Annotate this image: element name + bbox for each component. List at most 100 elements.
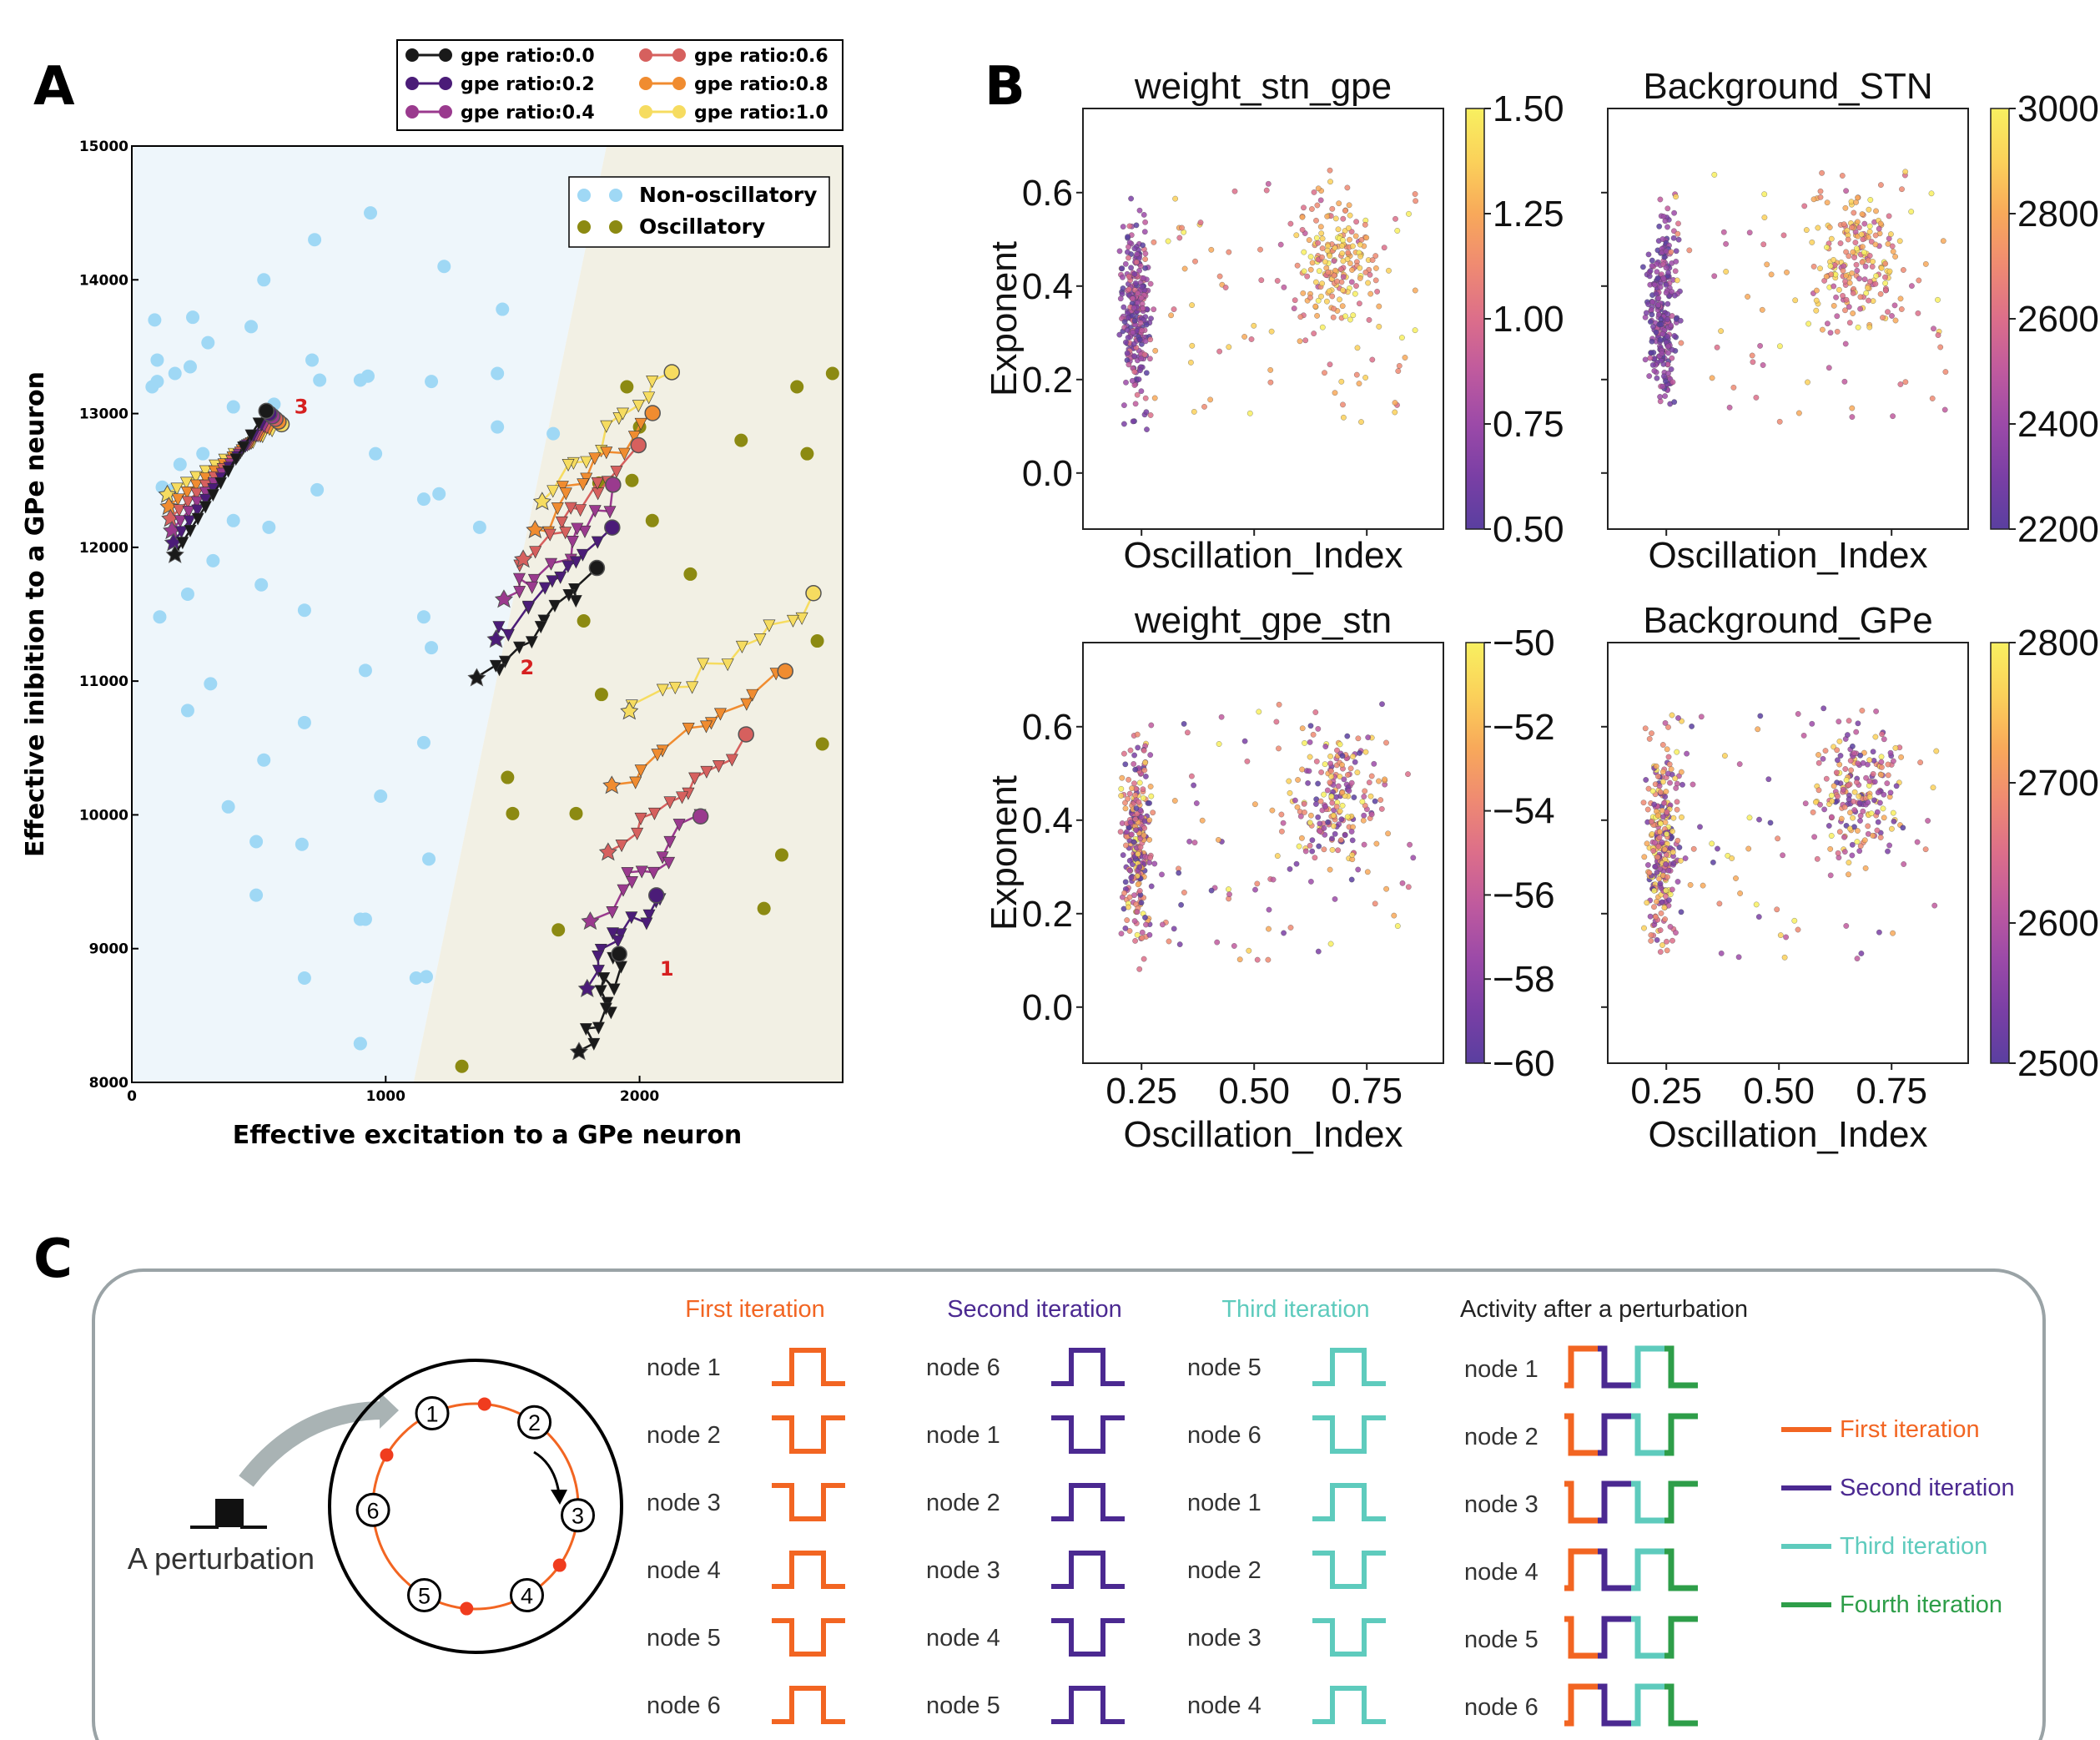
non-oscillatory-point bbox=[257, 273, 271, 287]
non-oscillatory-point bbox=[374, 789, 388, 803]
scatter-point bbox=[1304, 273, 1311, 280]
scatter-point bbox=[1117, 829, 1124, 835]
scatter-point bbox=[1136, 864, 1143, 870]
scatter-point bbox=[1413, 198, 1418, 204]
trajectory-marker bbox=[688, 772, 702, 785]
scatter-point bbox=[1362, 802, 1368, 809]
activity-pulse-segment bbox=[1598, 1345, 1631, 1389]
scatter-point bbox=[1669, 379, 1676, 386]
scatter-point bbox=[1126, 904, 1131, 910]
scatter-point bbox=[1139, 929, 1146, 936]
trajectory-end-star bbox=[514, 549, 533, 568]
scatter-point bbox=[1122, 805, 1129, 812]
scatter-point bbox=[1659, 839, 1665, 845]
scatter-point bbox=[1342, 313, 1348, 320]
scatter-point bbox=[1297, 338, 1303, 345]
scatter-point bbox=[1129, 785, 1135, 791]
scatter-point bbox=[1649, 257, 1655, 264]
scatter-point bbox=[1306, 237, 1312, 243]
scatter-point bbox=[1122, 879, 1129, 885]
scatter-point bbox=[1335, 226, 1342, 233]
scatter-point bbox=[1121, 319, 1128, 325]
scatter-point bbox=[1866, 757, 1873, 764]
scatter-point bbox=[1133, 805, 1140, 811]
ring-node bbox=[510, 1578, 544, 1613]
scatter-point bbox=[1723, 269, 1730, 275]
scatter-point bbox=[1856, 275, 1862, 282]
scatter-point bbox=[1640, 264, 1646, 270]
trajectory-marker bbox=[569, 595, 582, 608]
scatter-point bbox=[1877, 220, 1884, 227]
scatter-point bbox=[1263, 187, 1270, 194]
trajectory-marker bbox=[627, 431, 641, 444]
scatter-point bbox=[1307, 295, 1313, 300]
scatter-point bbox=[1870, 771, 1876, 777]
scatter-point bbox=[1854, 956, 1861, 961]
scatter-point bbox=[1654, 854, 1661, 860]
node-label: node 5 bbox=[926, 1692, 1000, 1719]
activity-pulse-segment bbox=[1598, 1480, 1631, 1524]
scatter-point bbox=[1891, 758, 1896, 764]
scatter-point bbox=[1121, 304, 1127, 310]
scatter-point bbox=[1379, 701, 1385, 708]
scatter-point bbox=[1151, 860, 1158, 867]
oscillatory-point bbox=[815, 737, 829, 751]
scatter-point bbox=[1361, 841, 1367, 848]
trajectory-marker bbox=[632, 400, 645, 413]
trajectory-marker bbox=[229, 453, 243, 467]
scatter-point bbox=[1129, 377, 1136, 384]
scatter-point bbox=[1134, 731, 1141, 738]
scatter-point bbox=[1670, 815, 1677, 821]
scatter-point bbox=[1842, 278, 1848, 285]
scatter-point bbox=[1265, 956, 1272, 963]
subplot-ylabel: Exponent bbox=[984, 241, 1025, 396]
trajectory-start-marker bbox=[604, 519, 621, 536]
scatter-point bbox=[1181, 265, 1188, 272]
scatter-point bbox=[1649, 311, 1655, 318]
scatter-point bbox=[1141, 825, 1148, 831]
scatter-point bbox=[1309, 837, 1316, 844]
scatter-point bbox=[1160, 921, 1166, 928]
scatter-point bbox=[1665, 371, 1671, 376]
scatter-point bbox=[1850, 249, 1856, 255]
scatter-point bbox=[1124, 327, 1131, 333]
scatter-point bbox=[1337, 296, 1342, 303]
scatter-point bbox=[1141, 767, 1148, 774]
scatter-point bbox=[1344, 733, 1351, 739]
scatter-point bbox=[1843, 296, 1850, 303]
scatter-point bbox=[1865, 823, 1871, 830]
scatter-point bbox=[1287, 789, 1293, 796]
scatter-point bbox=[1334, 278, 1340, 285]
scatter-point bbox=[1143, 409, 1150, 416]
scatter-point bbox=[1871, 779, 1878, 785]
trajectory-start-marker bbox=[605, 477, 622, 493]
scatter-point bbox=[1641, 925, 1647, 931]
scatter-point bbox=[1846, 796, 1852, 803]
scatter-point bbox=[1697, 824, 1703, 830]
legend-marker bbox=[439, 48, 452, 62]
scatter-point bbox=[1871, 797, 1877, 804]
scatter-point bbox=[1141, 351, 1148, 358]
scatter-point bbox=[1674, 230, 1681, 237]
scatter-point bbox=[1327, 760, 1333, 767]
scatter-point bbox=[1301, 249, 1307, 255]
scatter-point bbox=[1881, 736, 1887, 743]
scatter-point bbox=[1364, 869, 1371, 875]
scatter-point bbox=[1394, 228, 1401, 234]
scatter-point bbox=[1267, 367, 1274, 373]
scatter-point bbox=[1246, 410, 1253, 416]
scatter-point bbox=[1148, 722, 1155, 729]
scatter-point bbox=[1665, 754, 1672, 760]
scatter-point bbox=[1720, 229, 1727, 235]
scatter-point bbox=[1137, 367, 1143, 374]
activity-node-label: node 6 bbox=[1464, 1694, 1538, 1721]
oscillatory-point bbox=[551, 923, 566, 937]
scatter-point bbox=[1311, 330, 1317, 336]
activity-node-label: node 4 bbox=[1464, 1559, 1538, 1586]
scatter-point bbox=[1826, 365, 1832, 371]
scatter-point bbox=[1866, 223, 1873, 229]
scatter-point bbox=[1671, 209, 1677, 216]
colorbar-tick-label: 2600 bbox=[2017, 299, 2099, 340]
scatter-point bbox=[1882, 274, 1888, 280]
scatter-point bbox=[1313, 759, 1320, 764]
